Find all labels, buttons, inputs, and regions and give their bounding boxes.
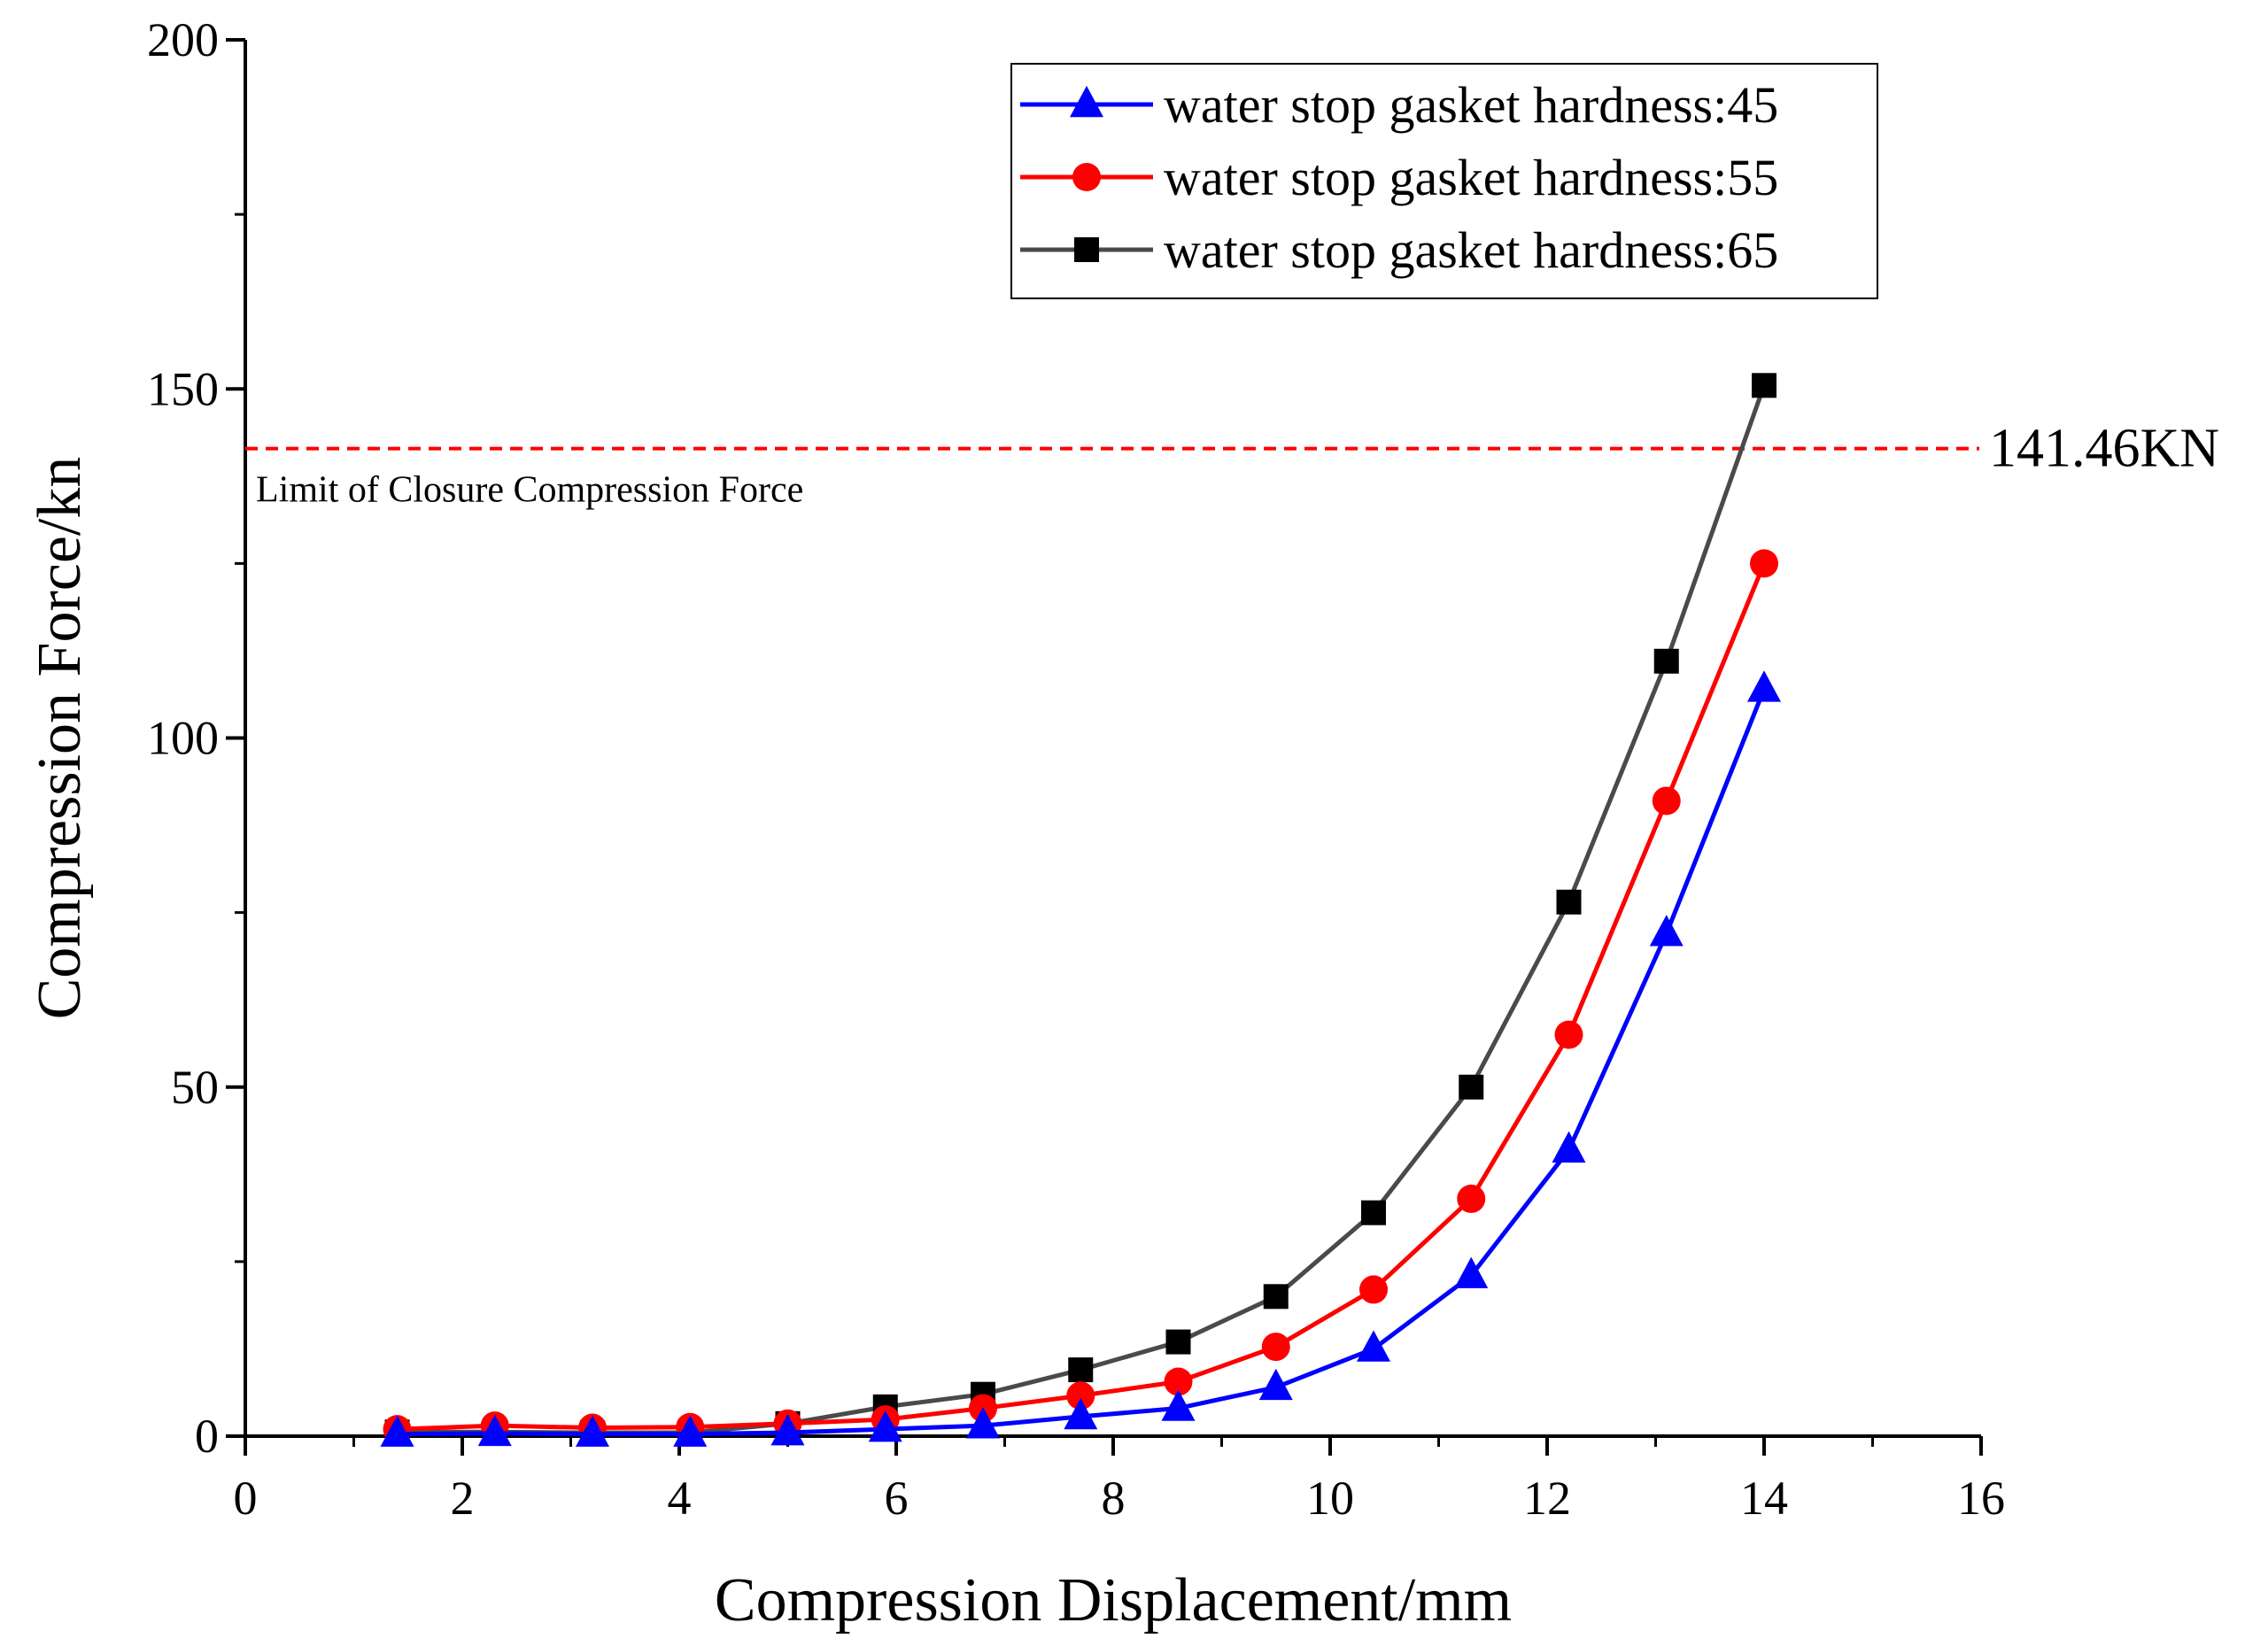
series-circle <box>383 549 1778 1444</box>
legend-box <box>1010 63 1878 299</box>
legend-marker-triangle <box>1070 85 1103 118</box>
x-tick-label: 6 <box>885 1472 909 1525</box>
data-point-triangle <box>868 1410 902 1442</box>
y-tick-label: 100 <box>147 712 219 765</box>
legend-item: water stop gasket hardness:45 <box>1020 76 1778 134</box>
tick-labels: 0 2 4 6 8 10 12 14 16 0 50 100 150 200 <box>147 13 2005 1525</box>
data-point-triangle <box>1747 670 1781 702</box>
limit-label: Limit of Closure Compression Force <box>256 470 803 511</box>
data-point-circle <box>1066 1381 1095 1410</box>
data-point-circle <box>1164 1367 1193 1396</box>
x-tick-label: 12 <box>1523 1472 1571 1525</box>
x-tick-label: 14 <box>1740 1472 1788 1525</box>
legend-label: water stop gasket hardness:55 <box>1164 149 1778 206</box>
x-tick-label: 8 <box>1102 1472 1126 1525</box>
data-point-square <box>1556 889 1582 915</box>
data-point-circle <box>1261 1333 1290 1362</box>
data-point-triangle <box>1064 1397 1098 1430</box>
data-point-triangle <box>477 1414 512 1447</box>
limit-value-label: 141.46KN <box>1989 419 2219 479</box>
data-point-circle <box>1652 786 1681 815</box>
data-point-triangle <box>1161 1389 1196 1421</box>
data-series <box>380 373 1781 1447</box>
data-point-circle <box>1359 1275 1388 1304</box>
y-tick-label: 200 <box>147 13 219 66</box>
y-tick-label: 0 <box>195 1410 219 1463</box>
data-point-triangle <box>966 1407 1000 1439</box>
data-point-circle <box>1554 1020 1583 1049</box>
data-point-triangle <box>380 1415 414 1447</box>
data-point-circle <box>1457 1184 1486 1213</box>
data-point-triangle <box>1454 1256 1489 1288</box>
data-point-square <box>1263 1284 1289 1310</box>
data-point-triangle <box>673 1415 708 1447</box>
data-point-square <box>1653 648 1679 674</box>
data-point-triangle <box>1649 915 1684 947</box>
legend-marker-square <box>1074 237 1099 262</box>
x-tick-label: 0 <box>234 1472 258 1525</box>
x-tick-label: 2 <box>451 1472 475 1525</box>
tick-marks <box>226 38 1983 1456</box>
data-point-square <box>1752 373 1776 398</box>
data-point-square <box>1068 1357 1094 1383</box>
x-tick-label: 4 <box>668 1472 692 1525</box>
data-point-square <box>1361 1200 1386 1225</box>
y-tick-label: 150 <box>147 362 219 415</box>
data-point-triangle <box>576 1415 609 1447</box>
legend-item: water stop gasket hardness:55 <box>1020 149 1778 206</box>
legend-label: water stop gasket hardness:45 <box>1164 76 1778 134</box>
legend-item: water stop gasket hardness:65 <box>1020 221 1778 279</box>
data-point-square <box>1459 1074 1484 1100</box>
data-point-triangle <box>770 1413 805 1446</box>
data-point-triangle <box>1552 1131 1586 1163</box>
y-tick-label: 50 <box>171 1061 219 1114</box>
x-axis-title: Compression Displacement/mm <box>715 1566 1512 1634</box>
y-axis-title: Compression Force/kn <box>26 457 94 1020</box>
legend: water stop gasket hardness:45 water stop … <box>1010 63 1878 299</box>
data-point-circle <box>1750 549 1778 578</box>
data-point-square <box>1165 1329 1191 1355</box>
legend-marker-circle <box>1072 163 1101 191</box>
limit-annotation: Limit of Closure Compression Force 141.4… <box>245 419 2219 511</box>
data-point-triangle <box>1357 1330 1390 1362</box>
x-tick-label: 10 <box>1306 1472 1354 1525</box>
series-triangle <box>380 670 1781 1447</box>
data-point-triangle <box>1258 1368 1293 1401</box>
x-tick-label: 16 <box>1957 1472 2005 1525</box>
legend-label: water stop gasket hardness:65 <box>1164 221 1778 279</box>
